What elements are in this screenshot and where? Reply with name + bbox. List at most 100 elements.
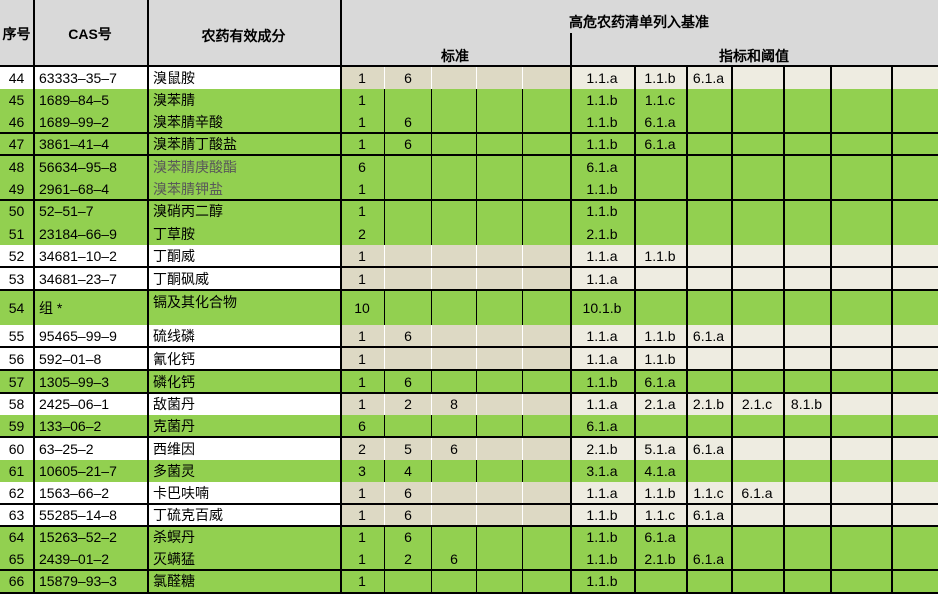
divider	[686, 89, 688, 111]
row-seq: 47	[0, 133, 33, 155]
standard-cell	[432, 570, 477, 592]
row-cas: 2439–01–2	[33, 548, 147, 570]
divider	[731, 200, 733, 222]
standard-cell	[523, 482, 570, 504]
divider	[634, 222, 636, 245]
divider	[731, 111, 733, 133]
divider	[570, 66, 572, 89]
standard-cell	[477, 267, 523, 290]
indicator-cell	[783, 222, 830, 245]
divider	[33, 437, 35, 460]
indicator-cell: 6.1.a	[731, 482, 783, 504]
row-name: 磷化钙	[147, 370, 340, 393]
standard-cell	[477, 178, 523, 200]
divider	[340, 325, 342, 347]
divider	[340, 200, 342, 222]
row-seq: 55	[0, 325, 33, 347]
row-name: 丁草胺	[147, 222, 340, 245]
divider	[686, 325, 688, 347]
row-cas: 3861–41–4	[33, 133, 147, 155]
divider	[830, 133, 832, 155]
divider	[0, 503, 938, 505]
divider	[783, 178, 785, 200]
indicator-cell: 6.1.a	[686, 548, 731, 570]
row-name: 克菌丹	[147, 415, 340, 437]
divider	[340, 245, 342, 267]
divider	[686, 437, 688, 460]
divider	[147, 437, 149, 460]
row-cas: 2961–68–4	[33, 178, 147, 200]
divider	[340, 393, 342, 415]
standard-cell	[477, 133, 523, 155]
divider	[340, 178, 342, 200]
indicator-cell	[830, 570, 891, 592]
indicator-cell: 1.1.a	[570, 482, 634, 504]
indicator-cell	[830, 178, 891, 200]
indicator-cell	[686, 370, 731, 393]
row-seq: 60	[0, 437, 33, 460]
divider	[33, 200, 35, 222]
standard-cell: 2	[385, 393, 432, 415]
indicator-cell	[686, 267, 731, 290]
divider	[731, 245, 733, 267]
indicator-cell	[634, 570, 686, 592]
standard-cell	[432, 370, 477, 393]
standard-cell	[432, 325, 477, 347]
divider	[686, 178, 688, 200]
header-indicators: 指标和阈值	[719, 48, 789, 64]
indicator-cell	[634, 200, 686, 222]
indicator-cell	[830, 222, 891, 245]
indicator-cell: 6.1.a	[634, 370, 686, 393]
indicator-cell	[731, 290, 783, 325]
standard-cell	[477, 460, 523, 482]
divider	[570, 526, 572, 548]
divider	[634, 370, 636, 393]
indicator-cell	[783, 111, 830, 133]
table-row: 51 23184–66–9 丁草胺 2 2.1.b	[0, 222, 938, 245]
table-row: 66 15879–93–3 氯醛糖 1 1.1.b	[0, 569, 938, 592]
indicator-cell: 1.1.b	[634, 66, 686, 89]
row-name: 溴鼠胺	[147, 66, 340, 89]
divider	[340, 111, 342, 133]
row-seq: 57	[0, 370, 33, 393]
divider	[0, 392, 938, 394]
row-cas: 592–01–8	[33, 347, 147, 370]
indicator-cell: 6.1.a	[634, 133, 686, 155]
divider	[634, 267, 636, 290]
divider	[891, 370, 893, 393]
divider	[340, 437, 342, 460]
table-row: 52 34681–10–2 丁酮威 1 1.1.a 1.1.b	[0, 245, 938, 267]
standard-cell	[432, 155, 477, 178]
divider	[0, 199, 938, 201]
row-seq: 52	[0, 245, 33, 267]
divider	[783, 290, 785, 325]
standard-cell	[523, 111, 570, 133]
divider	[634, 548, 636, 570]
indicator-cell	[891, 178, 938, 200]
divider	[0, 65, 938, 67]
divider	[891, 325, 893, 347]
standard-cell	[385, 222, 432, 245]
standard-cell	[432, 267, 477, 290]
table-row: 58 2425–06–1 敌菌丹 1 2 8 1.1.a 2.1.a 2.1.b 2.1.c 8.1…	[0, 392, 938, 415]
indicator-cell: 1.1.c	[634, 504, 686, 526]
divider	[634, 200, 636, 222]
row-cas: 组 *	[33, 290, 147, 325]
indicator-cell	[686, 460, 731, 482]
divider	[147, 155, 149, 178]
row-cas: 1689–84–5	[33, 89, 147, 111]
standard-cell	[523, 437, 570, 460]
divider	[830, 570, 832, 592]
divider	[570, 267, 572, 290]
standard-cell	[523, 393, 570, 415]
standard-cell: 1	[340, 89, 385, 111]
indicator-cell: 1.1.b	[570, 548, 634, 570]
divider	[783, 482, 785, 504]
divider	[33, 178, 35, 200]
divider	[634, 570, 636, 592]
standard-cell: 6	[432, 437, 477, 460]
divider	[891, 526, 893, 548]
indicator-cell: 1.1.b	[570, 504, 634, 526]
standard-cell	[523, 460, 570, 482]
divider	[731, 482, 733, 504]
